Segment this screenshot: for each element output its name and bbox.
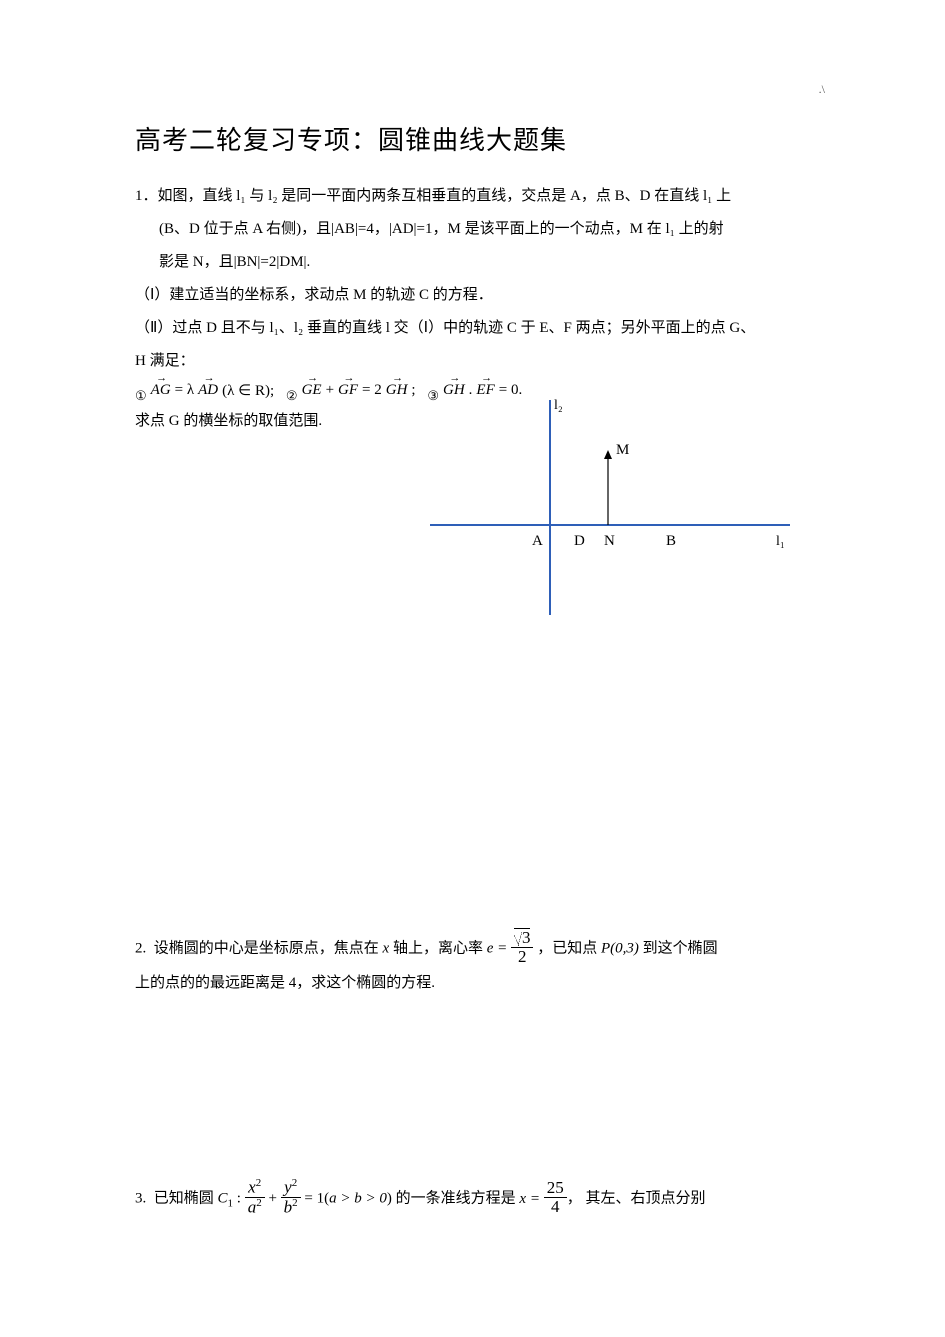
eq-plus: + (326, 382, 334, 399)
p1-partII-a: （Ⅱ）过点 D 且不与 l₁、l₂ 垂直的直线 l 交（Ⅰ）中的轨迹 C 于 E… (135, 315, 825, 342)
corner-mark: .\ (819, 82, 825, 97)
coordinate-diagram: l₂ l₁ A D N B M (430, 395, 830, 635)
eq-text-1: = λ (175, 382, 194, 399)
p3-C1-equation: C1 : x2a2 + y2b2 = 1(a > b > 0) (218, 1180, 392, 1218)
p3-x-equation: x = 254 (519, 1181, 566, 1218)
svg-text:B: B (666, 533, 676, 549)
p2-text-b: 轴上，离心率 (393, 940, 483, 956)
p3-text-c: 其左、右顶点分别 (585, 1190, 705, 1206)
problem-1: 1．如图，直线 l₁ 与 l₂ 是同一平面内两条互相垂直的直线，交点是 A，点 … (135, 183, 825, 210)
vec-GE: →GE (302, 382, 322, 399)
eq-eq2: = 2 (362, 382, 382, 399)
p1-line2: (B、D 位于点 A 右侧)，且|AB|=4，|AD|=1，M 是该平面上的一个… (135, 216, 825, 243)
p1-number: 1． (135, 188, 158, 204)
p2-text-c: ，已知点 (537, 940, 597, 956)
problem-3: 3. 已知椭圆 C1 : x2a2 + y2b2 = 1(a > b > 0) … (135, 1180, 805, 1218)
svg-text:l₁: l₁ (776, 534, 785, 549)
p2-text-d: 到这个椭圆 (643, 940, 718, 956)
p3-text-a: 已知椭圆 (154, 1190, 214, 1206)
problem-2: 2. 设椭圆的中心是坐标原点，焦点在 x 轴上，离心率 e = 32 ，已知点 … (135, 930, 805, 999)
svg-text:D: D (574, 533, 585, 549)
p1-partII-b: H 满足： (135, 348, 825, 375)
vec-GF: →GF (338, 382, 358, 399)
p1-partI: （Ⅰ）建立适当的坐标系，求动点 M 的轨迹 C 的方程． (135, 282, 825, 309)
p1-line1: 如图，直线 l₁ 与 l₂ 是同一平面内两条互相垂直的直线，交点是 A，点 B、… (158, 188, 732, 204)
svg-text:M: M (616, 442, 629, 458)
p3-number: 3. (135, 1190, 146, 1206)
svg-text:l₂: l₂ (554, 398, 563, 413)
svg-text:A: A (532, 533, 543, 549)
p3-comma: ， (567, 1190, 582, 1206)
p2-e-equation: e = 32 (487, 930, 534, 968)
vec-GH: →GH (386, 382, 408, 399)
p2-text-a: 设椭圆的中心是坐标原点，焦点在 (154, 940, 379, 956)
circ-2: ② (286, 388, 298, 404)
p1-line3: 影是 N，且|BN|=2|DM|. (135, 249, 825, 276)
p2-point-P: P(0,3) (601, 940, 639, 956)
p2-number: 2. (135, 940, 146, 956)
eq-semi: ; (411, 382, 415, 399)
circ-1: ① (135, 388, 147, 404)
p3-text-b: 的一条准线方程是 (396, 1190, 516, 1206)
p2-x-var: x (383, 940, 390, 956)
page-title: 高考二轮复习专项：圆锥曲线大题集 (135, 120, 825, 157)
svg-text:N: N (604, 533, 615, 549)
vec-AD: →AD (198, 382, 218, 399)
p2-text-e: 上的点的的最远距离是 4，求这个椭圆的方程. (135, 975, 435, 991)
eq-lambda: (λ ∈ R); (222, 381, 274, 400)
vec-AG: →AG (151, 382, 171, 399)
